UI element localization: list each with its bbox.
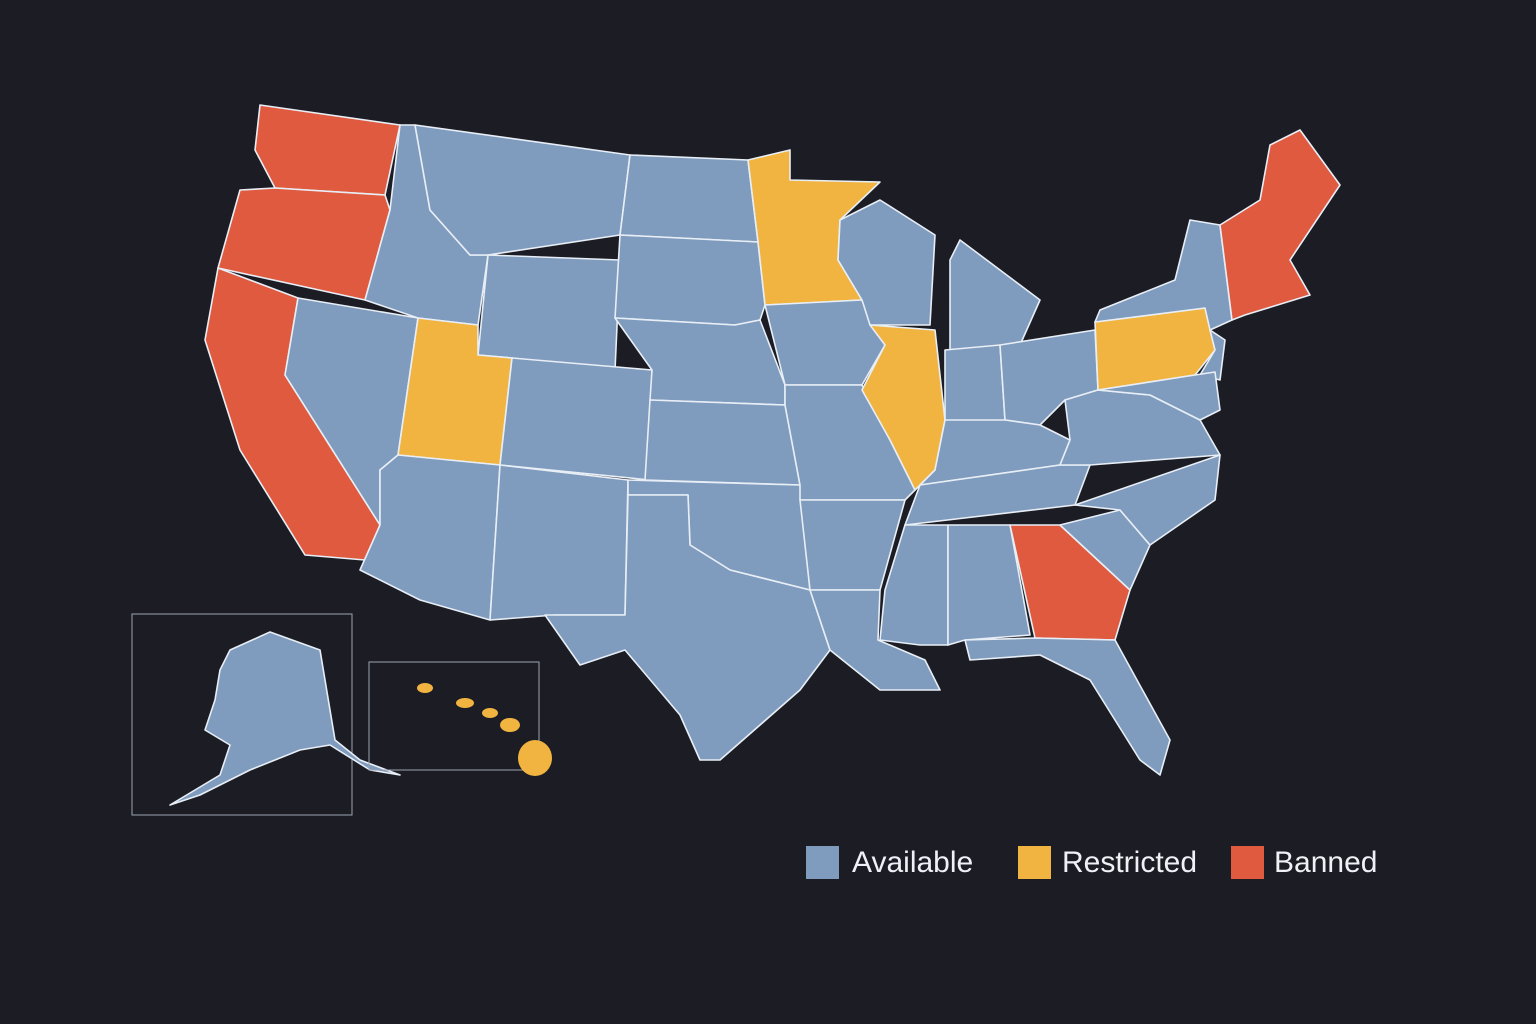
state <box>619 154 759 243</box>
island <box>500 718 520 732</box>
island <box>456 698 474 708</box>
island <box>417 683 433 693</box>
state <box>861 324 946 491</box>
alaska-inset <box>131 613 353 816</box>
state <box>1009 524 1131 641</box>
legend-label: Banned <box>1274 846 1377 879</box>
island <box>482 708 498 718</box>
legend: Available Restricted Banned <box>806 846 1377 879</box>
state <box>964 637 1171 776</box>
state <box>489 464 629 621</box>
state <box>904 464 1091 526</box>
state <box>1219 129 1341 321</box>
state <box>644 399 801 486</box>
state <box>544 494 831 761</box>
legend-swatch <box>1018 846 1051 879</box>
hawaii-inset <box>368 661 540 771</box>
legend-label: Available <box>852 846 973 879</box>
state <box>809 589 941 691</box>
state <box>1074 454 1221 546</box>
state <box>614 234 766 326</box>
island <box>518 740 552 776</box>
states <box>204 104 1341 776</box>
hawaii <box>417 683 552 776</box>
legend-swatch <box>1231 846 1264 879</box>
legend-label: Restricted <box>1062 846 1197 879</box>
legend-swatch <box>806 846 839 879</box>
state <box>477 254 621 371</box>
state <box>169 631 401 806</box>
state <box>499 357 653 481</box>
state <box>837 199 936 326</box>
state <box>1097 371 1221 421</box>
state <box>764 299 886 386</box>
state <box>947 524 1031 646</box>
